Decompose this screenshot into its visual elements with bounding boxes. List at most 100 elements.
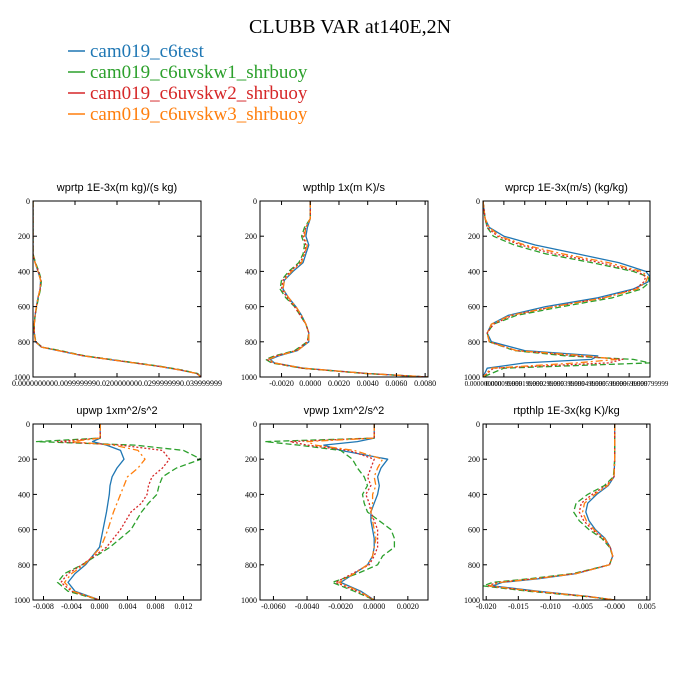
x-tick-label: 0.029999999 <box>138 379 180 388</box>
y-tick-label: 600 <box>18 303 30 312</box>
y-tick-label: 400 <box>18 267 30 276</box>
y-tick-label: 1000 <box>14 596 30 605</box>
x-tick-label: 0.004 <box>119 602 137 611</box>
series-line <box>33 201 201 377</box>
series-group <box>264 424 396 600</box>
series-line <box>483 201 649 377</box>
x-tick-label: 0.000000000 <box>465 380 502 388</box>
series-line <box>483 424 616 600</box>
figure-title: CLUBB VAR at140E,2N <box>249 16 451 38</box>
series-line <box>483 201 650 377</box>
y-tick-label: 0 <box>26 420 30 429</box>
y-tick-label: 200 <box>18 232 30 241</box>
x-tick-label: 0.0080 <box>414 379 436 388</box>
y-tick-label: 0 <box>476 420 480 429</box>
series-line <box>33 201 201 377</box>
panel: vpwp 1xm^2/s^2 0 200 400 600 800 1000 -0.0060 -0… <box>241 405 429 611</box>
panel-title: wpthlp 1x(m K)/s <box>302 182 385 194</box>
x-tick-label: 0.000499999 <box>569 380 606 388</box>
y-tick-label: 600 <box>468 526 480 535</box>
x-tick-label: -0.0020 <box>269 379 294 388</box>
y-tick-label: 400 <box>468 267 480 276</box>
x-tick-label: 0.0060 <box>385 379 407 388</box>
y-tick-label: 800 <box>245 338 257 347</box>
x-tick-label: 0.000099999 <box>486 380 523 388</box>
panel-title: rtpthlp 1E-3x(kg K)/kg <box>513 405 619 417</box>
x-tick-label: 0.0040 <box>357 379 379 388</box>
panel: wprtp 1E-3x(m kg)/(s kg) 0 200 400 600 800 100… <box>12 182 222 388</box>
x-tick-label: 0.000799999 <box>632 380 669 388</box>
x-tick-label: -0.008 <box>33 602 54 611</box>
y-tick-label: 800 <box>245 561 257 570</box>
y-tick-label: 600 <box>245 526 257 535</box>
series-line <box>306 424 384 600</box>
y-tick-label: 1000 <box>464 373 480 382</box>
series-line <box>483 201 647 377</box>
y-tick-label: 600 <box>18 526 30 535</box>
series-group <box>35 424 201 600</box>
x-tick-label: -0.005 <box>572 602 593 611</box>
x-tick-label: 0.000699999 <box>611 380 648 388</box>
plot-frame <box>482 423 651 601</box>
y-tick-label: 400 <box>245 267 257 276</box>
panel: rtpthlp 1E-3x(kg K)/kg02004006008001000-… <box>464 405 656 611</box>
x-tick-label: -0.015 <box>508 602 529 611</box>
y-tick-label: 1000 <box>14 373 30 382</box>
plot-frame <box>259 200 429 378</box>
x-tick-label: 0.020000000 <box>96 379 138 388</box>
x-tick-label: -0.000 <box>604 602 625 611</box>
y-tick-label: 200 <box>245 455 257 464</box>
y-tick-label: 400 <box>245 490 257 499</box>
legend-entry: cam019_c6uvskw2_shrbuoy <box>68 83 308 104</box>
y-tick-label: 1000 <box>241 596 257 605</box>
legend-label: cam019_c6uvskw3_shrbuoy <box>90 104 308 125</box>
x-tick-label: 0.039999999 <box>180 379 222 388</box>
x-tick-label: 0.0020 <box>328 379 350 388</box>
legend-entry: cam019_c6uvskw3_shrbuoy <box>68 104 308 125</box>
y-tick-label: 400 <box>18 490 30 499</box>
series-group <box>265 201 428 377</box>
panel: wprcp 1E-3x(m/s) (kg/kg) 0 200 400 600 800 100… <box>464 182 669 388</box>
series-line <box>269 201 428 377</box>
y-tick-label: 1000 <box>464 596 480 605</box>
series-line <box>488 424 616 600</box>
x-tick-label: 0.000399999 <box>548 380 585 388</box>
x-tick-label: -0.010 <box>540 602 561 611</box>
panels: wprtp 1E-3x(m kg)/(s kg) 0 200 400 600 800 100… <box>12 182 669 611</box>
y-tick-label: 800 <box>18 561 30 570</box>
x-tick-label: 0.000199999 <box>506 380 543 388</box>
y-tick-label: 200 <box>468 232 480 241</box>
legend-entry: cam019_c6uvskw1_shrbuoy <box>68 62 308 83</box>
panel: wpthlp 1x(m K)/s 0 200 400 600 800 1000 -0.0020… <box>241 182 436 388</box>
x-tick-label: 0.000 <box>91 602 109 611</box>
y-tick-label: 0 <box>476 197 480 206</box>
series-line <box>267 201 428 377</box>
series-group <box>483 424 616 600</box>
legend: cam019_c6testcam019_c6uvskw1_shrbuoycam0… <box>68 41 308 125</box>
x-tick-label: -0.004 <box>61 602 82 611</box>
series-line <box>67 424 125 600</box>
panel-title: wprtp 1E-3x(m kg)/(s kg) <box>56 182 177 194</box>
panel-title: upwp 1xm^2/s^2 <box>76 405 157 417</box>
series-line <box>289 424 379 600</box>
y-tick-label: 800 <box>468 561 480 570</box>
legend-entry: cam019_c6test <box>68 41 205 62</box>
x-tick-label: 0.0000 <box>363 602 385 611</box>
y-tick-label: 200 <box>468 455 480 464</box>
y-tick-label: 0 <box>26 197 30 206</box>
x-tick-label: -0.0020 <box>328 602 353 611</box>
x-tick-label: -0.020 <box>476 602 497 611</box>
x-tick-label: 0.0000 <box>299 379 321 388</box>
x-tick-label: 0.000000000 <box>12 379 54 388</box>
panel-title: vpwp 1xm^2/s^2 <box>304 405 385 417</box>
y-tick-label: 400 <box>468 490 480 499</box>
panel: upwp 1xm^2/s^2 0 200 400 600 800 1000-0.008 -0.… <box>14 405 202 611</box>
panel-title: wprcp 1E-3x(m/s) (kg/kg) <box>504 182 628 194</box>
series-line <box>56 424 171 600</box>
series-line <box>491 424 616 600</box>
legend-label: cam019_c6test <box>90 41 205 62</box>
y-tick-label: 800 <box>18 338 30 347</box>
series-line <box>486 424 616 600</box>
series-line <box>264 424 396 600</box>
